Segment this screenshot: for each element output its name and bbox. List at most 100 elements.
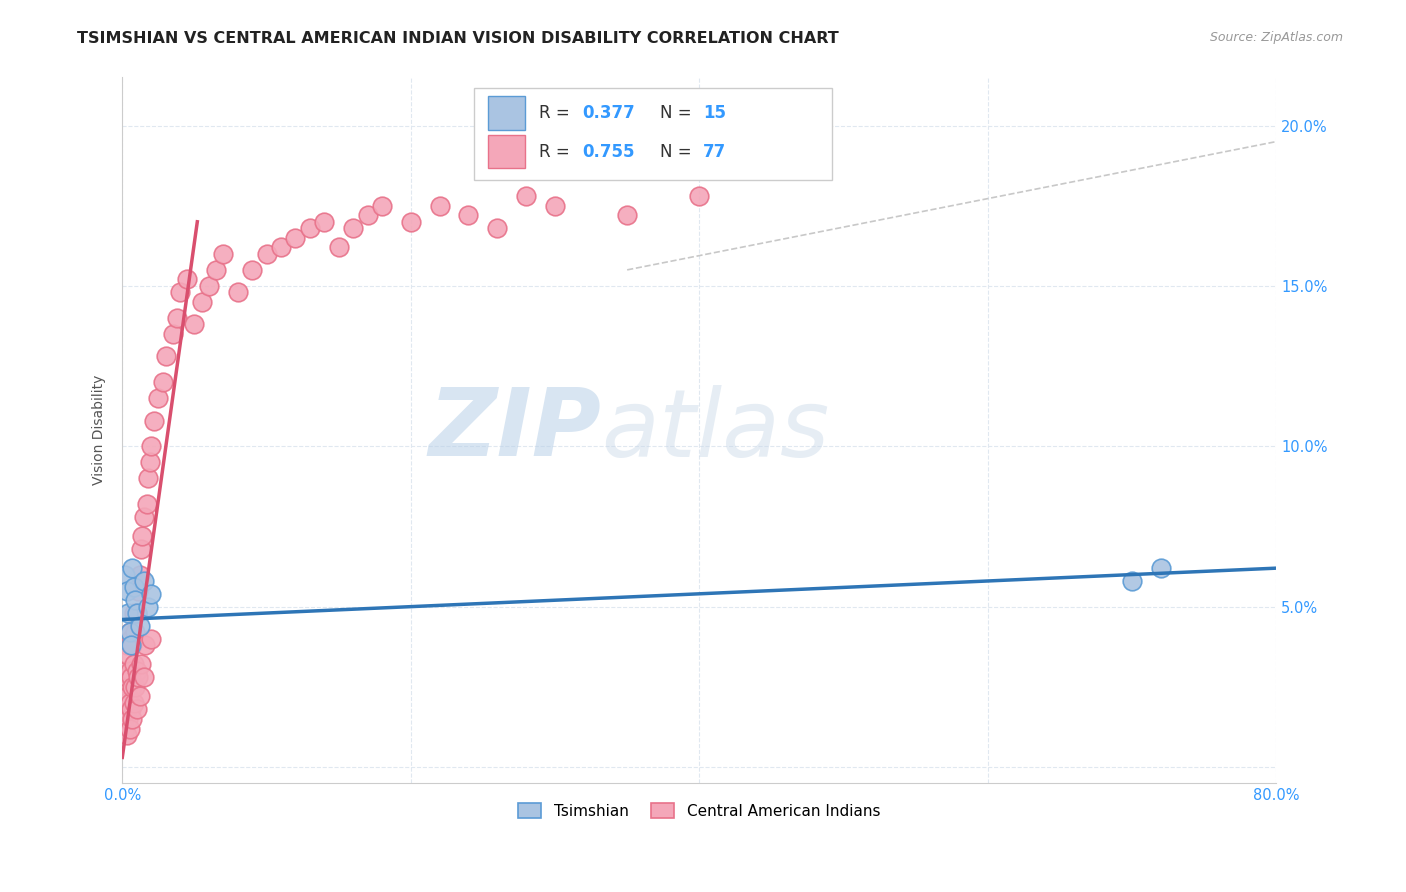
Text: N =: N = (659, 103, 697, 121)
FancyBboxPatch shape (488, 95, 524, 129)
Point (152, 375, 174, 389)
Point (148, 391, 170, 405)
Text: 77: 77 (703, 143, 725, 161)
Point (128, 690, 150, 704)
Point (117, 606, 139, 620)
Y-axis label: Vision Disability: Vision Disability (93, 375, 107, 485)
Point (117, 648, 139, 662)
Point (129, 541, 152, 556)
Point (342, 221, 364, 235)
Point (270, 240, 292, 254)
Text: N =: N = (659, 143, 697, 161)
Point (118, 625, 141, 640)
Point (132, 574, 155, 588)
Point (136, 471, 159, 485)
Point (688, 189, 710, 203)
Point (120, 670, 142, 684)
Point (141, 632, 163, 646)
Point (112, 712, 135, 726)
Point (124, 680, 146, 694)
Point (143, 414, 166, 428)
Point (135, 497, 157, 511)
Point (169, 285, 191, 300)
Point (117, 690, 139, 704)
Point (429, 199, 451, 213)
Point (141, 439, 163, 453)
FancyBboxPatch shape (474, 88, 832, 180)
Point (134, 638, 156, 652)
Point (226, 285, 249, 300)
Point (166, 310, 188, 325)
Text: 0.377: 0.377 (582, 103, 636, 121)
Point (356, 208, 378, 222)
Point (121, 561, 143, 575)
Point (120, 702, 142, 716)
Point (115, 583, 138, 598)
Point (114, 722, 136, 736)
Text: atlas: atlas (602, 384, 830, 475)
Point (120, 632, 142, 646)
Point (212, 247, 235, 261)
Point (125, 702, 148, 716)
Point (371, 199, 394, 213)
Point (125, 606, 148, 620)
Text: 15: 15 (703, 103, 725, 121)
Point (132, 670, 155, 684)
Point (122, 606, 145, 620)
Point (314, 215, 336, 229)
Point (129, 657, 152, 672)
Point (128, 567, 150, 582)
Point (114, 567, 136, 582)
Point (132, 509, 155, 524)
Text: Source: ZipAtlas.com: Source: ZipAtlas.com (1209, 31, 1343, 45)
Point (183, 318, 205, 332)
Text: R =: R = (538, 103, 575, 121)
Point (155, 350, 177, 364)
Point (121, 712, 143, 726)
Point (328, 240, 350, 254)
Point (118, 722, 141, 736)
Point (162, 326, 184, 341)
Point (176, 272, 198, 286)
Point (118, 664, 141, 678)
Point (256, 247, 278, 261)
Point (114, 664, 136, 678)
Point (127, 670, 149, 684)
Point (121, 680, 143, 694)
Point (198, 279, 221, 293)
Point (118, 625, 141, 640)
Point (136, 599, 159, 614)
Text: ZIP: ZIP (429, 384, 602, 476)
Point (124, 593, 146, 607)
Point (122, 696, 145, 710)
Point (127, 583, 149, 598)
Point (124, 625, 146, 640)
Point (240, 263, 263, 277)
Point (115, 728, 138, 742)
Text: 0.755: 0.755 (582, 143, 636, 161)
Point (457, 208, 479, 222)
Point (115, 702, 138, 716)
Point (121, 638, 143, 652)
Point (131, 529, 153, 543)
Point (118, 696, 141, 710)
Point (117, 712, 139, 726)
Point (1121, 574, 1143, 588)
Point (298, 221, 321, 235)
Point (122, 657, 145, 672)
Point (544, 199, 567, 213)
Point (515, 189, 537, 203)
Point (114, 696, 136, 710)
Point (112, 680, 135, 694)
Point (125, 606, 148, 620)
Text: R =: R = (538, 143, 575, 161)
Point (284, 231, 307, 245)
Point (141, 587, 163, 601)
Point (486, 221, 509, 235)
Point (190, 295, 212, 310)
FancyBboxPatch shape (488, 135, 524, 169)
Point (115, 670, 138, 684)
Point (1150, 561, 1173, 575)
Text: TSIMSHIAN VS CENTRAL AMERICAN INDIAN VISION DISABILITY CORRELATION CHART: TSIMSHIAN VS CENTRAL AMERICAN INDIAN VIS… (77, 31, 839, 46)
Point (138, 455, 160, 469)
